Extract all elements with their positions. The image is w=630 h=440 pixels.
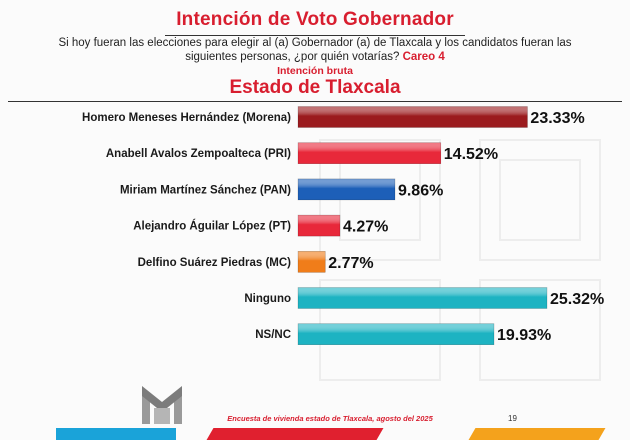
chart-subtitle: Intención bruta bbox=[277, 65, 353, 77]
bar bbox=[297, 178, 396, 201]
title-underline bbox=[165, 35, 465, 36]
category-label: Anabell Avalos Zempoalteca (PRI) bbox=[106, 148, 291, 160]
value-label: 4.27% bbox=[343, 219, 388, 236]
category-label: Homero Meneses Hernández (Morena) bbox=[82, 112, 291, 124]
page-title: Intención de Voto Gobernador bbox=[176, 9, 454, 30]
careo-label: Careo 4 bbox=[402, 51, 445, 63]
bar bbox=[297, 287, 548, 309]
value-label: 9.86% bbox=[398, 182, 443, 199]
question-text: Si hoy fueran las elecciones para elegir… bbox=[58, 37, 572, 63]
category-label: Alejandro Águilar López (PT) bbox=[133, 220, 291, 233]
category-label: Ninguno bbox=[244, 293, 291, 305]
footer-band-orange bbox=[468, 428, 606, 440]
chart-title: Estado de Tlaxcala bbox=[229, 77, 401, 98]
bar bbox=[297, 142, 442, 164]
category-label: Miriam Martínez Sánchez (PAN) bbox=[120, 184, 291, 196]
bar bbox=[297, 106, 528, 128]
value-label: 19.93% bbox=[497, 327, 551, 344]
bar bbox=[297, 214, 341, 237]
bar bbox=[297, 323, 495, 346]
value-label: 23.33% bbox=[530, 110, 584, 127]
value-label: 14.52% bbox=[444, 146, 498, 163]
category-label: NS/NC bbox=[255, 329, 291, 341]
company-logo-icon bbox=[142, 386, 182, 424]
footer-band-blue bbox=[56, 428, 176, 440]
value-label: 25.32% bbox=[550, 291, 604, 308]
footer-band-red bbox=[206, 428, 384, 440]
page-number: 19 bbox=[508, 414, 517, 423]
source-note: Encuesta de vivienda estado de Tlaxcala,… bbox=[227, 414, 433, 423]
bar bbox=[297, 251, 326, 273]
survey-question: Si hoy fueran las elecciones para elegir… bbox=[40, 36, 590, 64]
value-label: 2.77% bbox=[328, 255, 373, 272]
category-label: Delfino Suárez Piedras (MC) bbox=[138, 257, 292, 269]
chart-top-rule bbox=[8, 101, 622, 102]
